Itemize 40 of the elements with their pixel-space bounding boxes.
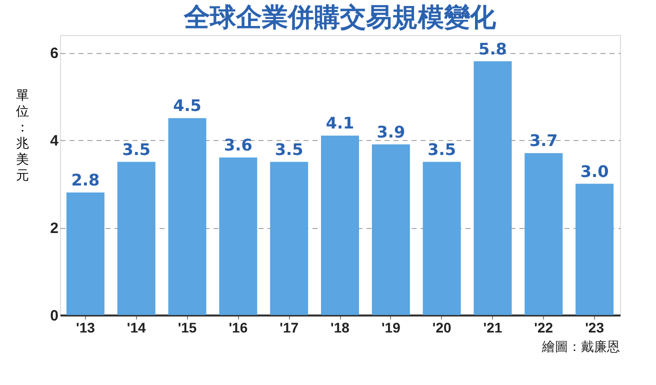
- y-tick-label: 4: [50, 132, 60, 150]
- x-tick-label: '21: [483, 320, 502, 336]
- bar: [422, 162, 461, 315]
- bar: [270, 162, 308, 315]
- y-tick-label: 0: [50, 308, 58, 324]
- data-label: 5.8: [478, 39, 507, 58]
- bar: [168, 118, 206, 315]
- data-label: 3.5: [428, 140, 456, 159]
- x-tick-label: '15: [178, 320, 197, 336]
- x-tick-label: '22: [534, 320, 554, 336]
- x-tick-label: '13: [76, 320, 96, 336]
- x-tick-label: '18: [330, 320, 350, 336]
- data-label: 3.7: [529, 131, 558, 150]
- x-tick-label: '16: [228, 320, 248, 336]
- x-tick-label: '19: [381, 320, 401, 336]
- bar: [219, 158, 258, 315]
- y-tick-label: 2: [50, 220, 58, 237]
- bar: [321, 136, 359, 315]
- y-axis-title: 單位：兆美元: [16, 88, 29, 182]
- bar: [576, 184, 614, 315]
- bar: [66, 192, 104, 315]
- x-tick-label: '17: [280, 320, 299, 336]
- x-tick-label: '20: [432, 320, 452, 336]
- bar: [524, 153, 563, 315]
- y-tick-label: 6: [50, 45, 58, 62]
- data-label: 3.5: [122, 140, 151, 159]
- bar: [372, 144, 410, 315]
- data-label: 4.1: [326, 114, 354, 133]
- data-label: 2.8: [71, 170, 100, 190]
- text: 繪圖：戴廉恩: [541, 340, 620, 355]
- bar: [117, 162, 156, 315]
- chart-title: 全球企業併購交易規模變化: [183, 3, 497, 33]
- x-tick-label: '23: [585, 320, 604, 336]
- bar: [474, 61, 512, 315]
- x-tick-label: '14: [126, 320, 146, 336]
- data-label: 3.0: [580, 162, 609, 181]
- data-label: 3.9: [376, 122, 406, 142]
- data-label: 4.5: [173, 96, 202, 116]
- data-label: 3.5: [274, 140, 304, 159]
- data-label: 3.6: [224, 136, 252, 154]
